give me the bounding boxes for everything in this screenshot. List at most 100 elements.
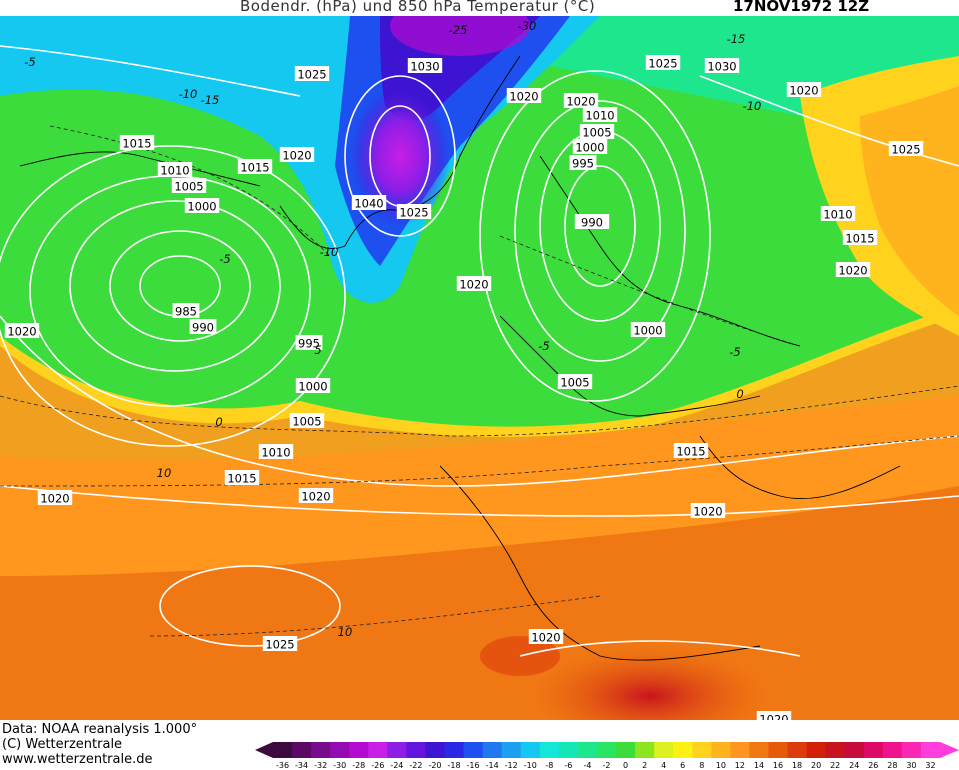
isobars <box>0 45 959 657</box>
colorbar-tick-label: -36 <box>276 761 289 770</box>
footer: Data: NOAA reanalysis 1.000° (C) Wetterz… <box>0 720 959 770</box>
colorbar-swatch <box>711 742 731 758</box>
isotherm-label: -5 <box>538 339 549 353</box>
isotherm-label: -15 <box>201 93 220 107</box>
colorbar-swatch <box>863 742 884 758</box>
isobar-label-text: 1015 <box>122 137 151 151</box>
isobar-label: 1020 <box>786 82 822 98</box>
colorbar-tick-label: -8 <box>545 761 553 770</box>
isobar-label: 1015 <box>237 159 273 175</box>
isobar-label: 1010 <box>820 206 856 222</box>
isobar-label-text: 995 <box>572 157 594 171</box>
isotherm-label: 0 <box>215 415 222 429</box>
isobar-label-text: 1030 <box>707 60 736 74</box>
isobar-label: 1020 <box>298 488 334 504</box>
isobar-label-text: 1020 <box>509 90 538 104</box>
isotherm-label: 10 <box>157 466 172 480</box>
isobar-label: 1025 <box>888 141 924 157</box>
footer-data-source: Data: NOAA reanalysis 1.000° <box>2 722 198 737</box>
colorbar-tick-label: 10 <box>716 761 726 770</box>
isobar-label-text: 1025 <box>399 206 428 220</box>
isobar-label-text: 1020 <box>301 490 330 504</box>
footer-website: www.wetterzentrale.de <box>2 752 153 767</box>
colorbar-tick-label: -16 <box>467 761 480 770</box>
colorbar-swatch <box>311 742 331 758</box>
isobar-label-text: 1025 <box>265 638 294 652</box>
colorbar-tick-label: 24 <box>849 761 859 770</box>
isobar-label-text: 1020 <box>693 505 722 519</box>
colorbar-swatch <box>482 742 503 758</box>
isobar-label: 1005 <box>579 124 615 140</box>
isobar-label-text: 1010 <box>261 446 290 460</box>
isobar-label-text: 1005 <box>174 180 203 194</box>
isotherm-label: 10 <box>338 625 353 639</box>
colorbar-tick-label: -14 <box>486 761 499 770</box>
colorbar-swatch <box>463 742 484 758</box>
isobar-label-text: 1020 <box>7 325 36 339</box>
colorbar-tick-label: 16 <box>773 761 783 770</box>
colorbar-swatch <box>558 742 579 758</box>
isobar-label: 1020 <box>279 147 315 163</box>
pressure-labels: 1025103010151010100510001015102010401025… <box>4 55 924 721</box>
colorbar-tick-label: -24 <box>390 761 403 770</box>
colorbar-swatch <box>920 742 941 758</box>
isobar-label: 1025 <box>645 55 681 71</box>
isobar-label-text: 1025 <box>891 143 920 157</box>
colorbar-swatch <box>425 742 446 758</box>
isotherm-label: -30 <box>518 19 537 33</box>
colorbar-tick-label: 22 <box>830 761 840 770</box>
isobar-label: 1030 <box>407 58 443 74</box>
colorbar-tick-label: -32 <box>314 761 327 770</box>
isobar-label: 1000 <box>184 198 220 214</box>
isobar-label: 1015 <box>673 443 709 459</box>
colorbar-tick-label: -12 <box>505 761 518 770</box>
colorbar-swatch <box>635 742 655 758</box>
colorbar-tick-label: 0 <box>623 761 628 770</box>
isotherm-label: -25 <box>449 23 468 37</box>
isobar-label-text: 1020 <box>838 264 867 278</box>
colorbar-swatch <box>730 742 750 758</box>
isotherms <box>0 125 959 637</box>
isobar-label: 1025 <box>262 636 298 652</box>
isobar-label-text: 1000 <box>298 380 327 394</box>
isotherm-label: -5 <box>219 252 230 266</box>
isobar-label-text: 1000 <box>187 200 216 214</box>
isobar-label-text: 1025 <box>297 68 326 82</box>
colorbar-tick-label: -4 <box>583 761 591 770</box>
isobar-label: 1000 <box>572 139 608 155</box>
colorbar-tick-label: -26 <box>371 761 384 770</box>
colorbar-tick-label: -28 <box>352 761 365 770</box>
isobar-label: 1010 <box>258 444 294 460</box>
colorbar-swatch <box>292 742 312 758</box>
isobar-label: 1005 <box>289 413 325 429</box>
colorbar-swatch <box>406 742 426 758</box>
colorbar-swatch <box>749 742 769 758</box>
colorbar-swatch <box>882 742 903 758</box>
isobar-label-text: 1010 <box>160 164 189 178</box>
isobar-label-text: 1005 <box>560 376 589 390</box>
colorbar-swatch <box>520 742 541 758</box>
colorbar-tick-label: -10 <box>524 761 537 770</box>
isobar-label-text: 990 <box>581 216 603 230</box>
colorbar-swatch <box>501 742 522 758</box>
colorbar-high-arrow <box>940 742 959 758</box>
colorbar-tick-label: 2 <box>642 761 647 770</box>
colorbar-tick-label: 12 <box>735 761 745 770</box>
isobar-label-text: 1025 <box>648 57 677 71</box>
isobar-label-text: 1020 <box>40 492 69 506</box>
colorbar-tick-label: 8 <box>699 761 704 770</box>
colorbar-tick-label: 26 <box>868 761 878 770</box>
isobar-label: 1010 <box>582 107 618 123</box>
colorbar-tick-label: -18 <box>448 761 461 770</box>
isobar-label: 1015 <box>842 230 878 246</box>
colorbar-swatch <box>273 742 293 758</box>
isobar-label-text: 985 <box>175 305 197 319</box>
colorbar-tick-label: 4 <box>661 761 666 770</box>
colorbar-tick-label: -34 <box>295 761 308 770</box>
isobar-label-text: 1015 <box>227 472 256 486</box>
temperature-field <box>0 16 959 720</box>
weather-map: 1025103010151010100510001015102010401025… <box>0 16 959 720</box>
colorbar-tick-label: 18 <box>792 761 802 770</box>
isobar-label-text: 1020 <box>759 713 788 721</box>
